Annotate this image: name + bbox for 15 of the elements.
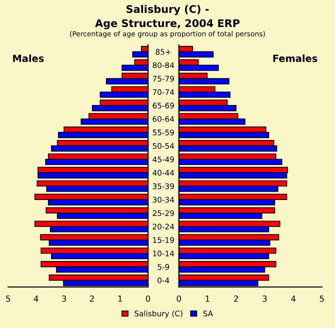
x-tick-label: 5 [6, 296, 10, 302]
x-tick-label: 1 [206, 296, 210, 302]
x-tick-label: 2 [90, 295, 94, 302]
annotation: Males [13, 54, 44, 62]
annotation: Females [273, 54, 318, 62]
chart-title: Salisbury (C) - Age Structure, 2004 ERP [95, 4, 240, 30]
x-tick-label: 3 [262, 295, 267, 302]
x-tick-label: 3 [62, 295, 66, 302]
x-tick-label: 4 [34, 296, 38, 302]
x-tick-label: 5 [320, 296, 324, 302]
x-tick-label: 4 [291, 296, 296, 302]
x-tick-label: 2 [234, 295, 238, 302]
x-tick-label: 0 [176, 295, 181, 302]
x-tick-label: 0 [146, 295, 150, 302]
x-tick-label: 1 [118, 296, 122, 302]
